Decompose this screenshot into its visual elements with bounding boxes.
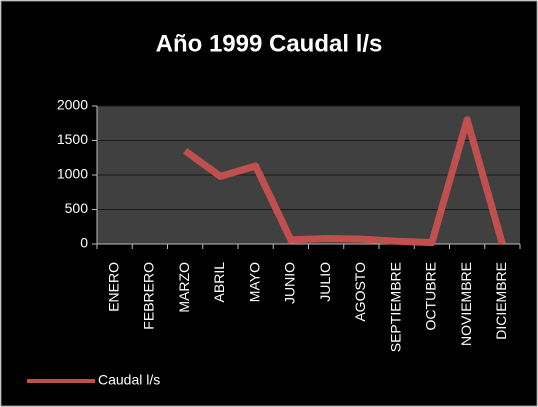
x-tick-label: OCTUBRE <box>423 262 439 330</box>
x-tick-label: SEPTIEMBRE <box>387 262 403 352</box>
x-tick-label: FEBRERO <box>141 262 157 330</box>
y-tick-label: 500 <box>65 200 89 216</box>
x-tick-label: DICIEMBRE <box>493 262 509 340</box>
y-tick-label: 1000 <box>57 166 88 182</box>
chart-title: Año 1999 Caudal l/s <box>156 30 383 57</box>
x-tick-label: ENERO <box>105 262 121 312</box>
x-tick-label: AGOSTO <box>352 262 368 322</box>
x-tick-label: JULIO <box>317 262 333 302</box>
x-tick-label: ABRIL <box>211 262 227 303</box>
y-tick-label: 2000 <box>57 97 88 113</box>
legend-label: Caudal l/s <box>98 372 160 388</box>
x-tick-label: MARZO <box>176 262 192 313</box>
x-tick-label: NOVIEMBRE <box>458 262 474 346</box>
x-tick-label: MAYO <box>246 262 262 302</box>
data-line <box>183 116 506 247</box>
y-tick-label: 1500 <box>57 131 88 147</box>
y-tick-label: 0 <box>80 235 88 251</box>
x-tick-label: JUNIO <box>282 262 298 304</box>
